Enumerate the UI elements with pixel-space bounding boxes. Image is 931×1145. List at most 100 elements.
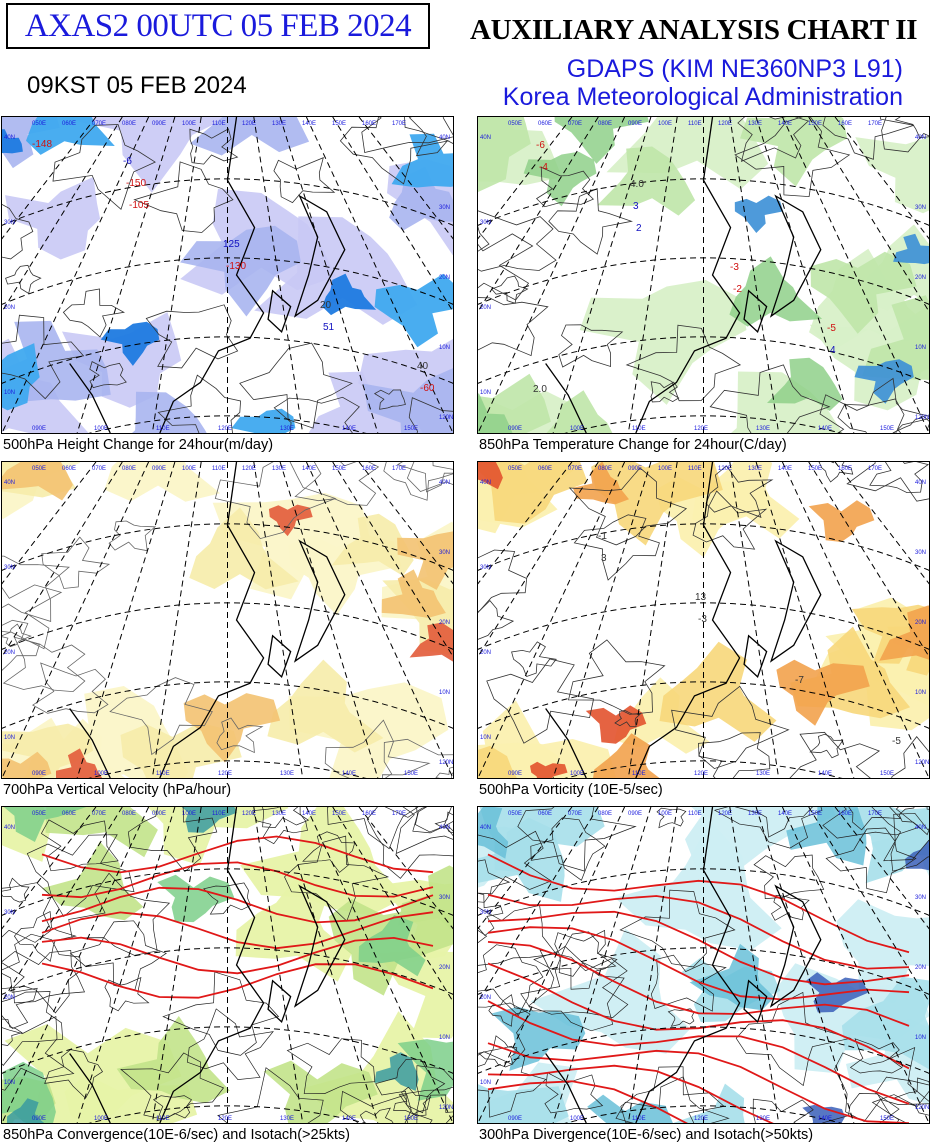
- top-lon-label: 050E: [32, 811, 46, 817]
- right-lat-label: 120N: [439, 1105, 453, 1111]
- lon-label: 090E: [508, 771, 522, 777]
- top-lon-label: 130E: [748, 121, 762, 127]
- top-lon-label: 160E: [838, 811, 852, 817]
- grid-labels: 090E 100E 110E 120E 130E 140E 150E 050E 060E 070E…: [480, 466, 929, 777]
- top-lon-label: 140E: [778, 121, 792, 127]
- grid-labels: 090E 100E 110E 120E 130E 140E 150E 050E 060E 070E…: [4, 466, 453, 777]
- lon-label: 130E: [280, 426, 294, 432]
- value-labels: -4 2 -2 4 -6 3 -3 -5 2.0 4.0: [533, 140, 836, 395]
- top-lon-label: 120E: [718, 811, 732, 817]
- top-lon-label: 120E: [718, 466, 732, 472]
- right-lat-label: 20N: [439, 965, 450, 971]
- top-lon-label: 090E: [152, 121, 166, 127]
- top-lon-label: 080E: [598, 121, 612, 127]
- lat-label: 40N: [4, 480, 15, 486]
- panel-caption-p5: 850hPa Convergence(10E-6/sec) and Isotac…: [3, 1127, 350, 1143]
- right-lat-label: 10N: [439, 690, 450, 696]
- lon-label: 120E: [218, 771, 232, 777]
- right-lat-label: 120N: [915, 415, 929, 421]
- top-lon-label: 170E: [392, 121, 406, 127]
- right-lat-label: 40N: [915, 135, 926, 141]
- top-lon-label: 050E: [508, 466, 522, 472]
- contour-value-label: -3: [698, 614, 707, 625]
- right-lat-label: 10N: [915, 1035, 926, 1041]
- local-time: 09KST 05 FEB 2024: [27, 72, 247, 99]
- contour-value-label: -60: [420, 383, 435, 394]
- top-lon-label: 110E: [212, 466, 226, 472]
- coastline: [545, 462, 822, 778]
- top-lon-label: 100E: [182, 466, 196, 472]
- contour-value-label: -2: [733, 284, 742, 295]
- lon-label: 130E: [280, 771, 294, 777]
- contour-lines: [2, 117, 453, 433]
- map-canvas: 090E 100E 110E 120E 130E 140E 150E 050E 060E 070E…: [478, 117, 929, 433]
- top-lon-label: 080E: [122, 811, 136, 817]
- top-lon-label: 070E: [92, 466, 106, 472]
- top-lon-label: 160E: [362, 466, 376, 472]
- contour-value-label: 20: [320, 300, 332, 311]
- top-lon-label: 110E: [688, 466, 702, 472]
- top-lon-label: 120E: [718, 121, 732, 127]
- lon-label: 090E: [32, 771, 46, 777]
- top-lon-label: 060E: [538, 466, 552, 472]
- top-lon-label: 140E: [302, 121, 316, 127]
- top-lon-label: 130E: [748, 811, 762, 817]
- lat-label: 30N: [480, 910, 491, 916]
- top-lon-label: 110E: [688, 811, 702, 817]
- top-lon-label: 070E: [92, 121, 106, 127]
- shaded-field: [478, 462, 929, 778]
- top-lon-label: 050E: [508, 811, 522, 817]
- top-lon-label: 120E: [242, 811, 256, 817]
- coastline: [69, 462, 346, 778]
- top-lon-label: 110E: [688, 121, 702, 127]
- graticule: [2, 117, 453, 433]
- lat-label: 20N: [480, 995, 491, 1001]
- top-lon-label: 100E: [658, 121, 672, 127]
- lon-label: 140E: [342, 426, 356, 432]
- right-lat-label: 10N: [915, 345, 926, 351]
- top-lon-label: 060E: [62, 811, 76, 817]
- contour-value-label: 2.0: [533, 384, 547, 395]
- model-name: GDAPS (KIM NE360NP3 L91): [566, 55, 903, 83]
- coastline: [545, 117, 822, 433]
- right-lat-label: 20N: [915, 965, 926, 971]
- lon-label: 100E: [94, 1116, 108, 1122]
- panel-caption-p1: 500hPa Height Change for 24hour(m/day): [3, 437, 274, 453]
- panel-caption-p2: 850hPa Temperature Change for 24hour(C/d…: [479, 437, 787, 453]
- top-lon-label: 150E: [808, 466, 822, 472]
- top-lon-label: 060E: [62, 121, 76, 127]
- top-lon-label: 110E: [212, 121, 226, 127]
- map-canvas: 090E 100E 110E 120E 130E 140E 150E 050E 060E 070E…: [478, 462, 929, 778]
- contour-value-label: -5: [827, 323, 836, 334]
- right-lat-label: 30N: [915, 550, 926, 556]
- contour-value-label: -1: [598, 531, 607, 542]
- map-canvas: 090E 100E 110E 120E 130E 140E 150E 050E 060E 070E…: [2, 807, 453, 1123]
- top-lon-label: 080E: [598, 811, 612, 817]
- shaded-field: [2, 807, 453, 1123]
- top-lon-label: 110E: [212, 811, 226, 817]
- right-lat-label: 30N: [439, 550, 450, 556]
- lon-label: 090E: [32, 1116, 46, 1122]
- shaded-field: [2, 117, 453, 433]
- lat-label: 20N: [4, 995, 15, 1001]
- contour-lines: [478, 807, 929, 1123]
- top-lon-label: 080E: [122, 466, 136, 472]
- lat-label: 20N: [4, 305, 15, 311]
- map-panel-p4: 090E 100E 110E 120E 130E 140E 150E 050E 060E 070E…: [477, 461, 930, 779]
- contour-value-label: -3: [730, 262, 739, 273]
- map-panel-p5: 090E 100E 110E 120E 130E 140E 150E 050E 060E 070E…: [1, 806, 454, 1124]
- contour-lines: [2, 807, 453, 1123]
- contour-value-label: -4: [539, 162, 548, 173]
- lon-label: 110E: [156, 771, 170, 777]
- top-lon-label: 150E: [332, 466, 346, 472]
- isotach-lines: [41, 835, 434, 999]
- contour-lines: [478, 117, 929, 433]
- top-lon-label: 130E: [272, 121, 286, 127]
- panel-caption-p4: 500hPa Vorticity (10E-5/sec): [479, 782, 663, 798]
- right-lat-label: 20N: [915, 275, 926, 281]
- lon-label: 130E: [756, 1116, 770, 1122]
- right-lat-label: 120N: [439, 760, 453, 766]
- lat-label: 30N: [4, 565, 15, 571]
- contour-value-label: -148: [32, 139, 52, 150]
- right-lat-label: 40N: [439, 825, 450, 831]
